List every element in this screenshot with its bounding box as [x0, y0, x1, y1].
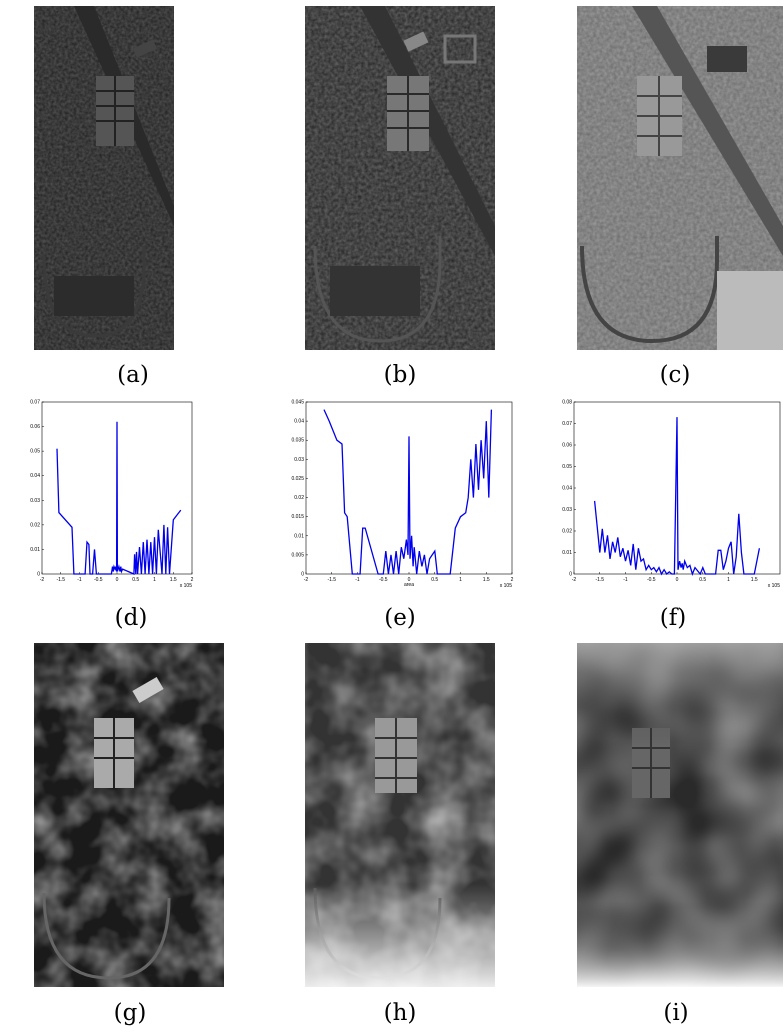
x-tick-label: 1.5	[170, 577, 177, 583]
y-tick-label: 0	[301, 572, 304, 578]
y-tick-label: 0.02	[294, 495, 304, 501]
y-tick-label: 0.01	[30, 547, 40, 553]
x-tick-label: -1.5	[56, 577, 65, 583]
series-line	[593, 417, 761, 576]
y-tick-label: 0.06	[562, 443, 572, 449]
y-tick-label: 0.08	[562, 400, 572, 406]
caption-a: (a)	[117, 362, 149, 388]
caption-g: (g)	[113, 1000, 147, 1026]
x-tick-label: 2	[191, 577, 194, 583]
x-tick-label: 0	[408, 577, 411, 583]
image-panel-h	[305, 643, 495, 987]
y-tick-label: 0.015	[291, 514, 304, 520]
y-tick-label: 0.04	[30, 473, 40, 479]
series-line	[323, 409, 493, 575]
x-tick-label: 0.5	[431, 577, 438, 583]
caption-h: (h)	[383, 1000, 417, 1026]
plot-d: -2 -1.5 -1 -0.5 0 0.5 1 1.5 2 0.01 0.02 0.03 0.04 0.0…	[26, 398, 196, 590]
y-tick-label: 0.025	[291, 476, 304, 482]
y-tick-label: 0.07	[562, 421, 572, 427]
y-tick-label: 0	[569, 572, 572, 578]
x-tick-label: 0	[116, 577, 119, 583]
x-tick-label: -2	[40, 577, 45, 583]
y-tick-label: 0.06	[30, 424, 40, 430]
caption-i: (i)	[663, 1000, 689, 1026]
x-tick-label: -0.5	[647, 577, 656, 583]
x-tick-label: 0.5	[132, 577, 139, 583]
x-tick-label: -2	[304, 577, 309, 583]
caption-b: (b)	[383, 362, 417, 388]
caption-e: (e)	[384, 605, 416, 631]
x-tick-label: 1	[727, 577, 730, 583]
x-tick-label: 1.5	[483, 577, 490, 583]
x-tick-label: -1	[355, 577, 360, 583]
x-tick-label: 1.5	[751, 577, 758, 583]
plot-e: -2 -1.5 -1 -0.5 0 0.5 1 1.5 2 0.005 0.01 0.015 0.02 0…	[284, 398, 516, 590]
x-tick-label: -1.5	[327, 577, 336, 583]
y-tick-label: 0.03	[30, 498, 40, 504]
x-exponent-label: x 105	[180, 583, 192, 589]
y-tick-label: 0.04	[562, 486, 572, 492]
y-tick-label: 0.03	[294, 457, 304, 463]
x-tick-label: -0.5	[94, 577, 103, 583]
caption-d: (d)	[114, 605, 148, 631]
x-axis-label: area	[404, 582, 414, 588]
y-tick-label: 0.05	[562, 464, 572, 470]
image-panel-i	[577, 643, 783, 987]
x-exponent-label: x 105	[500, 583, 512, 589]
x-tick-label: 0	[676, 577, 679, 583]
y-tick-label: 0.01	[562, 550, 572, 556]
y-tick-label: 0.04	[294, 419, 304, 425]
image-panel-b	[305, 6, 495, 350]
x-tick-label: -1.5	[595, 577, 604, 583]
caption-f: (f)	[659, 605, 687, 631]
y-tick-label: 0.005	[291, 552, 304, 558]
y-tick-label: 0.035	[291, 438, 304, 444]
x-tick-label: 1	[459, 577, 462, 583]
plot-f: -2 -1.5 -1 -0.5 0 0.5 1 1.5 0.01 0.02 0.03 0.04 0.05…	[556, 398, 783, 589]
image-panel-a	[34, 6, 174, 350]
x-tick-label: 0.5	[699, 577, 706, 583]
x-tick-label: -2	[572, 577, 577, 583]
x-tick-label: -1	[623, 577, 628, 583]
y-tick-label: 0.02	[562, 529, 572, 535]
y-tick-label: 0.01	[294, 533, 304, 539]
y-tick-label: 0	[37, 572, 40, 578]
y-tick-label: 0.045	[291, 400, 304, 406]
x-exponent-label: x 105	[768, 583, 780, 589]
x-tick-label: 1	[153, 577, 156, 583]
x-tick-label: -0.5	[379, 577, 388, 583]
y-tick-label: 0.03	[562, 507, 572, 513]
y-tick-label: 0.02	[30, 522, 40, 528]
image-panel-c	[577, 6, 783, 350]
x-tick-label: 2	[511, 577, 514, 583]
x-tick-label: -1	[77, 577, 82, 583]
caption-c: (c)	[659, 362, 691, 388]
y-tick-label: 0.07	[30, 400, 40, 406]
image-panel-g	[34, 643, 224, 987]
series-line	[56, 421, 182, 575]
y-tick-label: 0.05	[30, 449, 40, 455]
